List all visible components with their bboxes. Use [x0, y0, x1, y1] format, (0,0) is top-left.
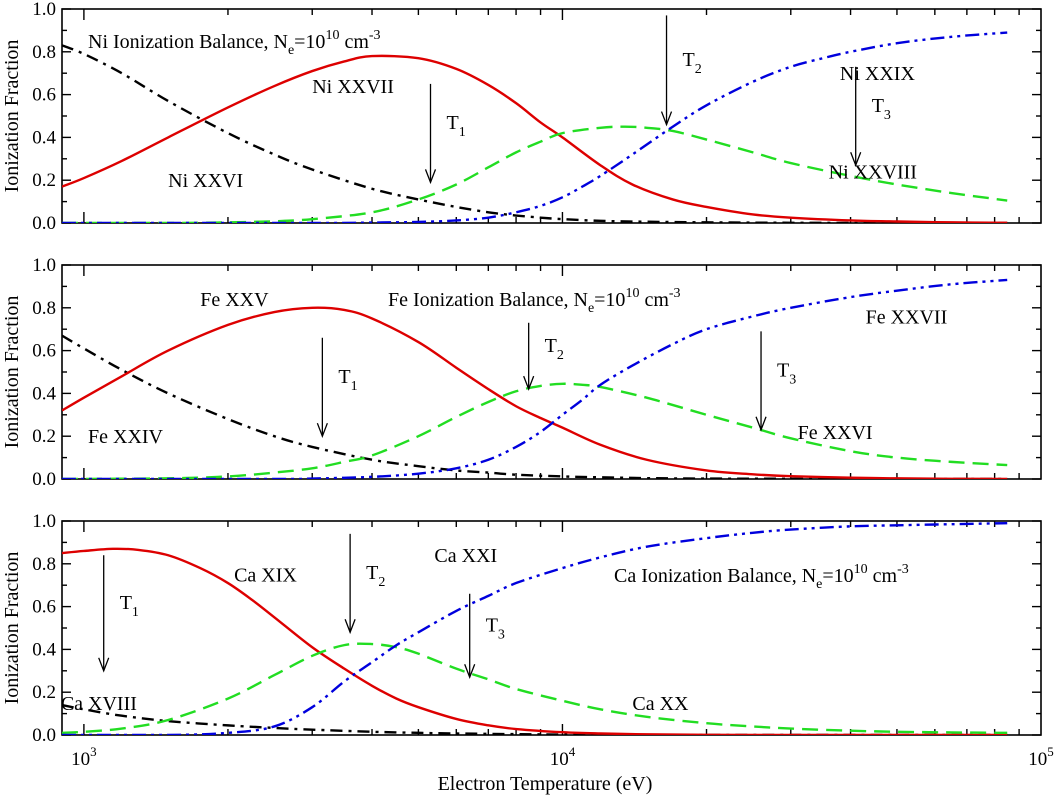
- y-tick-label: 0.4: [32, 127, 56, 148]
- arrow-label-fe-t2: T2: [545, 335, 564, 363]
- arrow-head-fe-t3: [755, 416, 767, 432]
- y-tick-label: 0.0: [32, 469, 56, 490]
- x-axis-label: Electron Temperature (eV): [438, 773, 653, 795]
- arrow-head-ni-t3: [850, 151, 862, 168]
- ion-label-ca-xx: Ca XX: [632, 693, 689, 715]
- panel-ni: 0.0 0.2 0.4 0.6 0.8 1.0 Ionization Fraction Ni …: [1, 0, 1042, 234]
- y-tick-label: 0.4: [32, 383, 56, 404]
- series-group: [62, 31, 1008, 223]
- series-line-fe-xxv: [62, 306, 1008, 479]
- series-line-fe-xxvii: [62, 278, 1008, 479]
- ion-label-ca-xviii: Ca XVIII: [61, 693, 137, 715]
- arrow-label-ca-t3: T3: [486, 614, 505, 642]
- ion-label-ni-xxvii: Ni XXVII: [312, 76, 394, 98]
- arrow-label-ca-t2: T2: [366, 562, 385, 590]
- balance-label: Ni Ionization Balance, Ne=1010 cm-3: [88, 28, 381, 58]
- arrow-head-fe-t2: [523, 375, 535, 391]
- arrow-label-ca-t1: T1: [120, 592, 139, 620]
- ion-label-ca-xix: Ca XIX: [234, 565, 297, 587]
- arrow-head-fe-t1: [316, 422, 328, 439]
- y-tick-label: 0.2: [32, 426, 56, 447]
- balance-label: Ca Ionization Balance, Ne=1010 cm-3: [614, 562, 909, 592]
- arrow-head-ni-t1: [424, 169, 437, 185]
- y-tick-label: 0.8: [32, 42, 56, 63]
- arrow-label-ni-t2: T2: [683, 49, 702, 77]
- y-tick-label: 0.6: [32, 85, 56, 106]
- arrow-label-fe-t1: T1: [338, 366, 357, 394]
- arrow-label-fe-t3: T3: [777, 360, 796, 388]
- series-line-ca-xxi: [62, 521, 1008, 735]
- series-line-fe-xxiv: [62, 334, 1008, 479]
- balance-label: Fe Ionization Balance, Ne=1010 cm-3: [388, 286, 681, 316]
- arrow-head-ca-t1: [98, 657, 110, 673]
- series-line-fe-xxvi: [62, 382, 1008, 479]
- series-line-ni-xxvi: [62, 44, 1008, 223]
- y-tick-label: 0.8: [32, 298, 56, 319]
- arrow-head-ca-t3: [464, 663, 476, 680]
- ion-label-ca-xxi: Ca XXI: [434, 545, 497, 567]
- ion-label-ni-xxix: Ni XXIX: [840, 63, 916, 85]
- series-group: [62, 521, 1008, 735]
- panel-ca: 0.0 0.2 0.4 0.6 0.8 1.0 Ionization Fraction Ca …: [1, 511, 1054, 770]
- y-tick-label: 0.8: [32, 554, 56, 575]
- y-tick-label: 0.6: [32, 341, 56, 362]
- ion-label-ni-xxvi: Ni XXVI: [168, 170, 243, 192]
- ion-label-ni-xxviii: Ni XXVIII: [829, 162, 917, 184]
- series-line-ni-xxviii: [62, 125, 1008, 223]
- y-tick-label: 1.0: [32, 511, 56, 532]
- y-tick-label: 1.0: [32, 0, 56, 20]
- ion-label-fe-xxiv: Fe XXIV: [88, 426, 164, 448]
- series-line-ca-xix: [62, 547, 1008, 735]
- series-line-ni-xxvii: [62, 54, 1008, 223]
- ion-label-fe-xxv: Fe XXV: [200, 289, 269, 311]
- ion-label-fe-xxvi: Fe XXVI: [798, 422, 873, 444]
- y-tick-label: 0.0: [32, 725, 56, 746]
- series-line-ni-xxix: [62, 31, 1008, 223]
- y-axis-label: Ionization Fraction: [1, 40, 23, 193]
- x-tick-label: 105: [1028, 744, 1054, 770]
- arrow-head-ni-t2: [660, 111, 673, 127]
- arrow-head-ca-t2: [344, 619, 356, 635]
- ion-label-fe-xxvii: Fe XXVII: [866, 306, 948, 328]
- y-tick-label: 0.0: [32, 213, 56, 234]
- arrow-label-ni-t3: T3: [872, 95, 891, 123]
- y-tick-label: 0.2: [32, 682, 56, 703]
- y-tick-label: 0.2: [32, 170, 56, 191]
- y-tick-label: 0.4: [32, 639, 56, 660]
- y-axis-label: Ionization Fraction: [1, 552, 23, 705]
- panel-fe: 0.0 0.2 0.4 0.6 0.8 1.0 Ionization Fraction Fe …: [1, 255, 1042, 490]
- x-tick-label: 103: [71, 744, 97, 770]
- x-tick-label: 104: [550, 744, 576, 770]
- series-line-ca-xviii: [62, 703, 1008, 735]
- plot-frame: [61, 520, 1042, 736]
- arrow-label-ni-t1: T1: [447, 112, 466, 140]
- series-line-ca-xx: [62, 642, 1008, 735]
- y-tick-label: 0.6: [32, 597, 56, 618]
- y-axis-label: Ionization Fraction: [1, 296, 23, 449]
- series-group: [62, 278, 1008, 479]
- y-tick-label: 1.0: [32, 255, 56, 276]
